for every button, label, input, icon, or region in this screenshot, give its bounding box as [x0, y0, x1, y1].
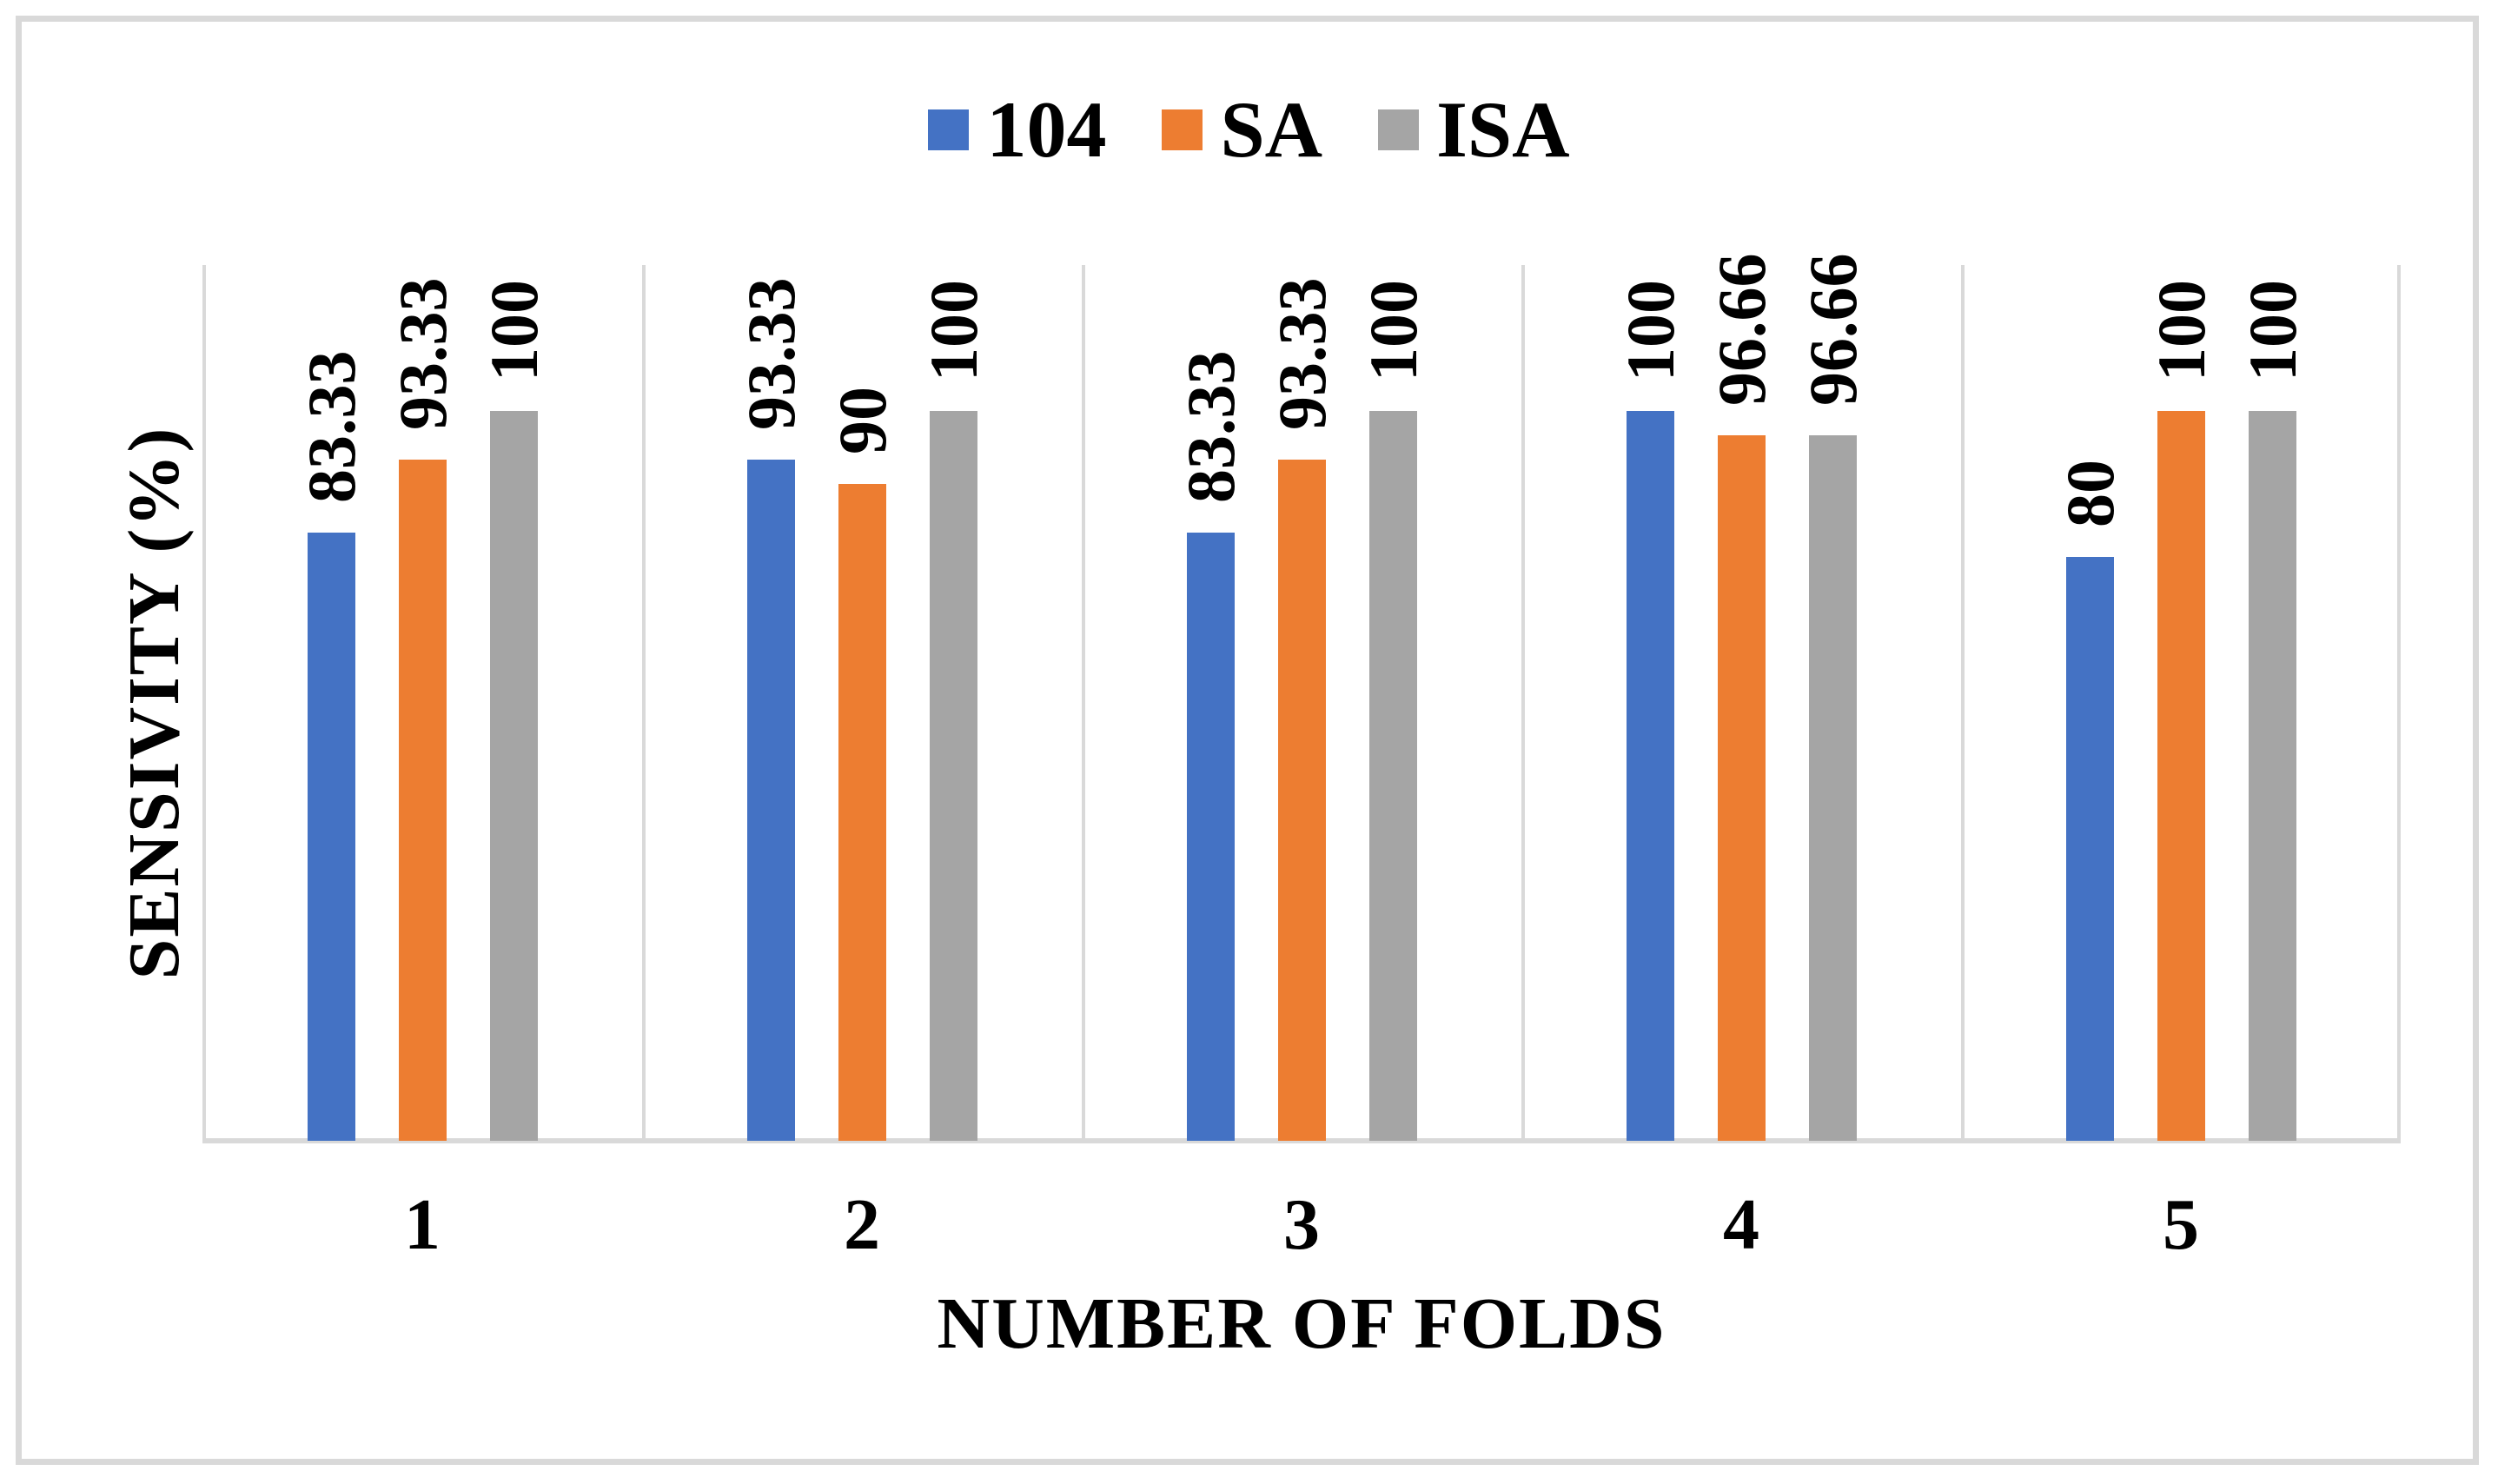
- bar-ISA-fold-3: [1369, 411, 1417, 1141]
- x-tick-label: 2: [844, 1184, 880, 1265]
- bar-SA-fold-2: [838, 484, 886, 1141]
- bar-SA-fold-1: [399, 460, 447, 1141]
- bar-value-label: 100: [1612, 280, 1688, 381]
- bar-ISA-fold-5: [2249, 411, 2296, 1141]
- plot-area: 83.33 93.33 83.33 100 80 93.33 90 93.33 96.66 100…: [202, 254, 2401, 1143]
- category-gridline: [1521, 265, 1525, 1141]
- bar-value-label: 96.66: [1703, 253, 1779, 407]
- bar-104-fold-1: [308, 533, 355, 1141]
- bar-SA-fold-3: [1278, 460, 1326, 1141]
- x-axis-line: [202, 1138, 2401, 1143]
- bar-value-label: 93.33: [1263, 277, 1340, 431]
- bar-value-label: 100: [2234, 280, 2310, 381]
- bar-104-fold-3: [1187, 533, 1235, 1141]
- legend-swatch-ISA: [1378, 109, 1420, 150]
- x-tick-label: 3: [1283, 1184, 1320, 1265]
- legend: 104 SA ISA: [0, 89, 2498, 169]
- legend-label: 104: [986, 85, 1107, 174]
- legend-label: SA: [1220, 85, 1323, 174]
- x-axis-title: NUMBER OF FOLDS: [937, 1283, 1666, 1364]
- category-gridline: [2397, 265, 2401, 1141]
- bar-SA-fold-4: [1718, 435, 1766, 1141]
- bar-value-label: 83.33: [293, 350, 369, 504]
- legend-swatch-SA: [1162, 109, 1203, 150]
- category-gridline: [642, 265, 646, 1141]
- x-tick-label: 1: [404, 1184, 441, 1265]
- bar-value-label: 100: [1355, 280, 1431, 381]
- y-axis-title: SENSIVITY (%): [114, 426, 195, 980]
- bar-value-label: 90: [824, 387, 900, 454]
- bar-value-label: 83.33: [1172, 350, 1249, 504]
- bar-SA-fold-5: [2157, 411, 2205, 1141]
- bar-104-fold-2: [747, 460, 795, 1141]
- bar-value-label: 100: [915, 280, 991, 381]
- category-gridline: [1961, 265, 1965, 1141]
- bar-value-label: 93.33: [732, 277, 809, 431]
- legend-item: 104: [928, 89, 1106, 169]
- bar-104-fold-4: [1627, 411, 1674, 1141]
- legend-swatch-104: [928, 109, 970, 150]
- bar-value-label: 80: [2051, 460, 2128, 527]
- legend-item: SA: [1162, 89, 1322, 169]
- category-gridline: [1082, 265, 1085, 1141]
- y-axis-line: [202, 265, 206, 1141]
- bar-104-fold-5: [2066, 557, 2114, 1141]
- legend-label: ISA: [1436, 85, 1570, 174]
- bar-ISA-fold-1: [490, 411, 538, 1141]
- bar-value-label: 100: [475, 280, 552, 381]
- bar-value-label: 93.33: [384, 277, 461, 431]
- legend-item: ISA: [1378, 85, 1570, 174]
- bar-value-label: 100: [2143, 280, 2219, 381]
- x-tick-label: 4: [1723, 1184, 1759, 1265]
- bar-ISA-fold-2: [930, 411, 977, 1141]
- x-tick-label: 5: [2163, 1184, 2199, 1265]
- bar-ISA-fold-4: [1809, 435, 1857, 1141]
- bar-value-label: 96.66: [1794, 253, 1871, 407]
